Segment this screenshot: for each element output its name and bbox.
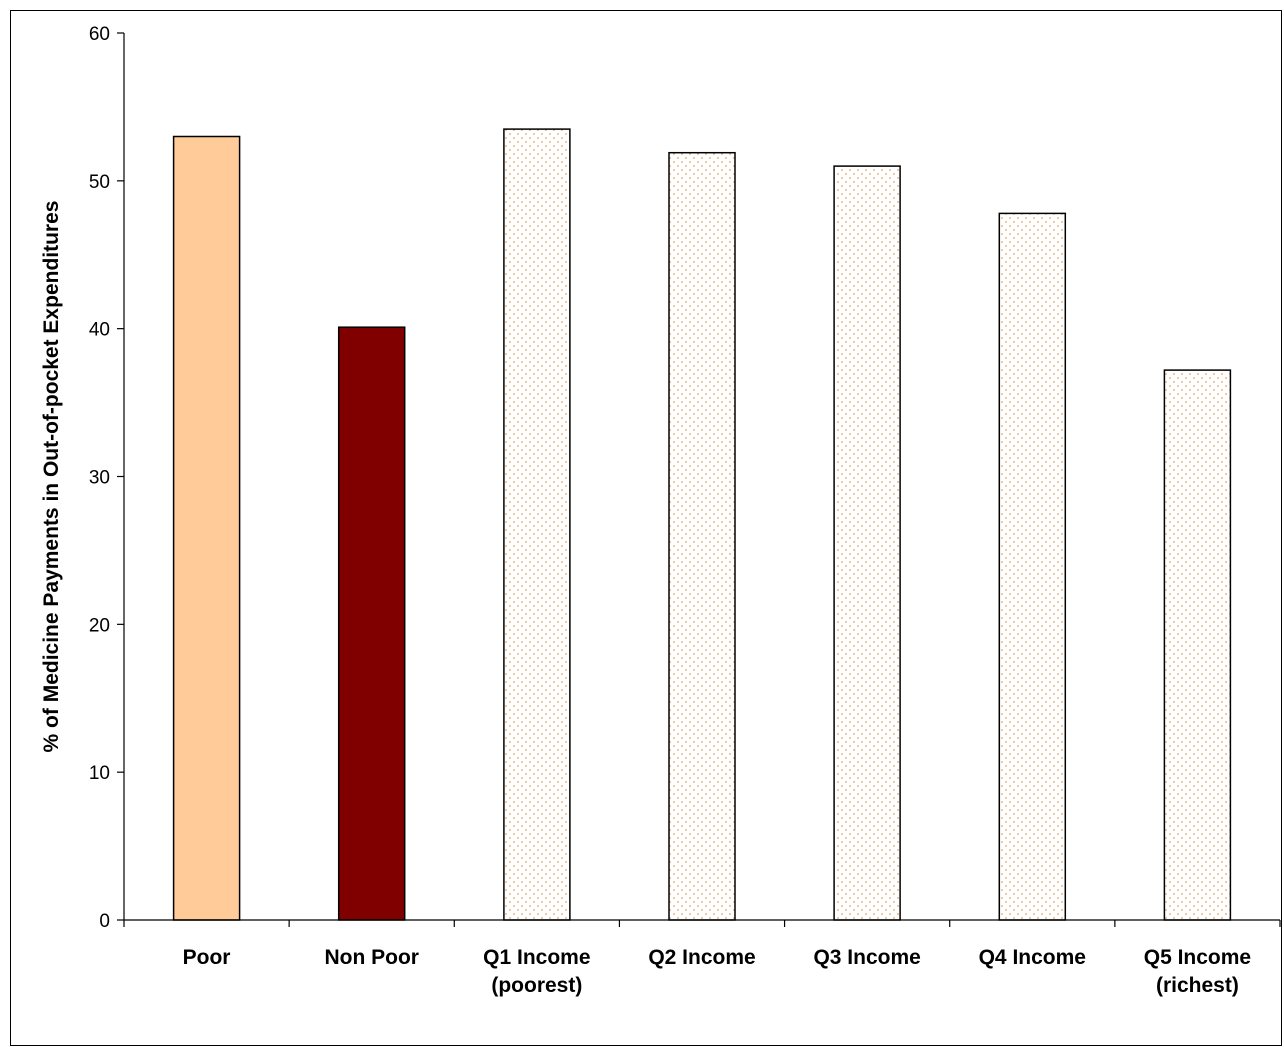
label-layer: 0 10 20 30 40 50 60 Poor Non Poor Q1 Income (poore… (89, 24, 1251, 997)
y-tick-label-3: 30 (89, 468, 110, 489)
x-category-label-5: Q4 Income (979, 946, 1086, 969)
x-category-label-4: Q3 Income (813, 946, 920, 969)
y-tick-label-2: 20 (89, 615, 110, 636)
bar-6 (1163, 369, 1232, 921)
y-tick-label-1: 10 (89, 763, 110, 784)
bar-3 (668, 151, 736, 921)
axis-layer (117, 32, 1281, 927)
x-category-label-6: Q5 Income (richest) (1144, 946, 1251, 997)
y-tick-label-0: 0 (99, 911, 110, 932)
x-category-label-2: Q1 Income (poorest) (483, 946, 590, 997)
bar-1 (337, 326, 406, 921)
y-axis-title: % of Medicine Payments in Out-of-pocket … (40, 201, 63, 753)
bar-5 (998, 212, 1067, 921)
bar-4 (833, 165, 901, 921)
bar-2 (503, 128, 571, 921)
x-category-label-3: Q2 Income (648, 946, 755, 969)
bar-0 (172, 135, 241, 921)
bars-layer (172, 128, 1232, 921)
y-tick-label-4: 40 (89, 320, 110, 341)
x-category-label-1: Non Poor (324, 946, 419, 969)
y-tick-label-5: 50 (89, 172, 110, 193)
y-tick-label-6: 60 (89, 24, 110, 45)
x-category-label-0: Poor (183, 946, 231, 969)
